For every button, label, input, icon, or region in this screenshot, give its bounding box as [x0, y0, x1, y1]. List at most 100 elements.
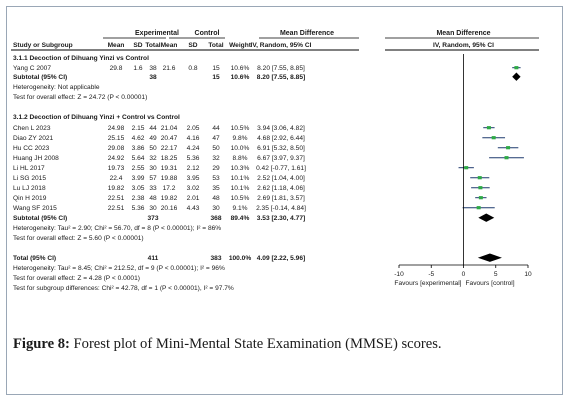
caption-label: Figure 8: [13, 336, 70, 352]
study-row-2-7-ctl-mean: 17.2 [163, 185, 176, 192]
study-row-2-1-exp-mean: 24.98 [108, 125, 125, 132]
study-row-2-9-weight: 9.1% [232, 205, 247, 212]
study-row-1-1-weight: 10.6% [231, 65, 250, 72]
study-row-2-6-point [477, 176, 482, 180]
study-row-2-7-ci: 2.62 [1.18, 4.06] [257, 185, 305, 192]
study-row-2-3-ctl-total: 50 [212, 145, 220, 152]
header-exp-total: Total [145, 42, 160, 49]
subgroup-2-subtotal-ctl-total: 368 [210, 215, 221, 222]
subgroup-1-subtotal-exp-total: 38 [149, 74, 157, 81]
study-row-1-1-ctl-total: 15 [212, 65, 220, 72]
study-row-2-5-ctl-total: 29 [212, 165, 220, 172]
study-row-2-9-ctl-total: 30 [212, 205, 220, 212]
study-row-2-9-exp-total: 30 [149, 205, 157, 212]
subgroup-2-title: 3.1.2 Decoction of Dihuang Yinzi + Contr… [13, 114, 180, 121]
study-row-2-3-point [506, 146, 511, 150]
study-row-1-1-ci: 8.20 [7.55, 8.85] [257, 65, 305, 72]
study-row-2-5-ci: 0.42 [-0.77, 1.61] [256, 165, 306, 172]
study-row-2-3-ctl-sd: 4.24 [187, 145, 200, 152]
study-row-2-2-name: Diao ZY 2021 [13, 135, 54, 142]
favours-control: Favours [control] [466, 280, 515, 287]
study-row-2-7-weight: 10.1% [231, 185, 250, 192]
study-row-1-1-ctl-mean: 21.6 [163, 65, 176, 72]
study-row-2-1-exp-sd: 2.15 [132, 125, 145, 132]
subgroup-2-subtotal-diamond [478, 213, 495, 222]
study-row-2-4-ctl-total: 32 [212, 155, 220, 162]
study-row-2-9-ci: 2.35 [-0.14, 4.84] [256, 205, 306, 212]
favours-experimental: Favours [experimental] [394, 280, 461, 287]
study-row-2-9-name: Wang SF 2015 [13, 205, 57, 212]
study-row-2-8-name: Qin H 2019 [13, 195, 47, 202]
study-row-2-5-name: Li HL 2017 [13, 165, 45, 172]
header-ctl-total: Total [208, 42, 223, 49]
x-tick-label-1: -5 [428, 271, 434, 278]
study-row-2-6-name: Li SG 2015 [13, 175, 46, 182]
study-row-2-6-ctl-sd: 3.95 [187, 175, 200, 182]
study-row-2-2-point [491, 136, 496, 140]
study-row-2-4-weight: 8.8% [232, 155, 247, 162]
subgroup-1-subtotal-diamond [512, 72, 521, 81]
study-row-1-1-point [514, 66, 519, 70]
study-row-2-7-name: Lu LJ 2018 [13, 185, 46, 192]
study-row-2-9-exp-sd: 5.36 [132, 205, 145, 212]
study-row-2-2-ctl-mean: 20.47 [161, 135, 178, 142]
study-row-2-6-weight: 10.1% [231, 175, 250, 182]
header-experimental: Experimental [135, 30, 179, 37]
study-row-2-8-point [478, 196, 483, 200]
study-row-2-4-ctl-sd: 5.36 [187, 155, 200, 162]
study-row-2-2-exp-total: 49 [149, 135, 157, 142]
study-row-2-8-ctl-total: 48 [212, 195, 220, 202]
study-row-2-5-exp-mean: 19.73 [108, 165, 125, 172]
study-row-1-1-ctl-sd: 0.8 [188, 65, 197, 72]
study-row-2-1-exp-total: 44 [149, 125, 157, 132]
study-row-1-1-exp-sd: 1.6 [133, 65, 142, 72]
header-method: IV, Random, 95% CI [251, 42, 312, 49]
caption-text: Forest plot of Mini-Mental State Examina… [69, 336, 442, 352]
study-row-1-1-exp-total: 38 [149, 65, 157, 72]
header-ctl-mean: Mean [161, 42, 178, 49]
study-row-2-1-ctl-mean: 21.04 [161, 125, 178, 132]
study-row-2-4-exp-total: 32 [149, 155, 157, 162]
study-row-2-9-ctl-mean: 20.16 [161, 205, 178, 212]
subgroup-2-overall-test: Test for overall effect: Z = 5.60 (P < 0… [13, 235, 144, 242]
study-row-2-7-exp-total: 33 [149, 185, 157, 192]
study-row-2-3-name: Hu CC 2023 [13, 145, 50, 152]
study-row-2-2-ctl-total: 47 [212, 135, 220, 142]
subgroup-2-heterogeneity: Heterogeneity: Tau² = 2.90; Chi² = 56.70… [13, 225, 221, 232]
study-row-2-1-weight: 10.5% [231, 125, 250, 132]
subgroup-1-subtotal-ctl-total: 15 [212, 74, 220, 81]
subgroup-1-title: 3.1.1 Decoction of Dihuang Yinzi vs Cont… [13, 55, 149, 62]
subgroup-1-overall-test: Test for overall effect: Z = 24.72 (P < … [13, 94, 147, 101]
study-row-2-8-ctl-sd: 2.01 [187, 195, 200, 202]
study-row-2-7-point [478, 186, 483, 190]
header-study: Study or Subgroup [13, 42, 73, 49]
study-row-2-8-ci: 2.69 [1.81, 3.57] [257, 195, 305, 202]
header-plot-method: IV, Random, 95% CI [433, 42, 494, 49]
study-row-2-8-weight: 10.5% [231, 195, 250, 202]
study-row-2-3-weight: 10.0% [231, 145, 250, 152]
header-exp-sd: SD [133, 42, 142, 49]
study-row-2-5-ctl-mean: 19.31 [161, 165, 178, 172]
study-row-1-1-name: Yang C 2007 [13, 65, 51, 72]
total-row-exp-total: 411 [148, 255, 159, 262]
total-heterogeneity: Heterogeneity: Tau² = 8.45; Chi² = 212.5… [13, 265, 225, 272]
study-row-2-2-ctl-sd: 4.16 [187, 135, 200, 142]
study-row-2-6-exp-total: 57 [149, 175, 157, 182]
subgroup-2-subtotal-label: Subtotal (95% CI) [13, 215, 67, 222]
study-row-2-2-exp-mean: 25.15 [108, 135, 125, 142]
study-row-2-4-ctl-mean: 18.25 [161, 155, 178, 162]
study-row-2-7-ctl-sd: 3.02 [187, 185, 200, 192]
study-row-2-5-point [464, 166, 469, 170]
study-row-2-4-point [504, 156, 509, 160]
study-row-2-5-exp-sd: 2.55 [132, 165, 145, 172]
total-row-label: Total (95% CI) [13, 255, 56, 262]
total-row-ctl-total: 383 [210, 255, 221, 262]
forest-plot: Experimental Control Mean Difference Mean D… [11, 30, 539, 292]
subgroup-2-subtotal-weight: 89.4% [231, 215, 250, 222]
study-row-2-4-exp-sd: 5.64 [132, 155, 145, 162]
figure-frame: Experimental Control Mean Difference Mean D… [6, 6, 563, 395]
study-row-2-4-name: Huang JH 2008 [13, 155, 59, 162]
study-row-2-7-exp-sd: 3.05 [132, 185, 145, 192]
study-row-2-9-ctl-sd: 4.43 [187, 205, 200, 212]
subgroup-2-subtotal-exp-total: 373 [147, 215, 158, 222]
